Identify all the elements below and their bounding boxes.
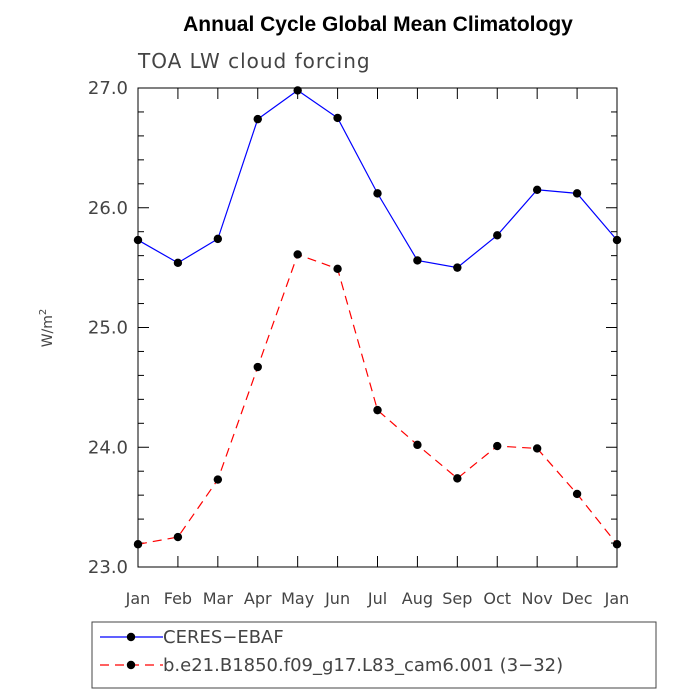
data-point: [213, 234, 223, 244]
data-point: [453, 263, 462, 272]
x-tick-label: Jan: [125, 589, 151, 608]
x-tick-label: Apr: [244, 589, 272, 608]
data-point: [532, 444, 542, 453]
data-point: [453, 474, 462, 483]
data-point: [333, 113, 342, 123]
legend-marker: [126, 632, 136, 642]
data-point: [493, 231, 502, 240]
axis-ticks: [137, 87, 618, 568]
y-tick-label: 24.0: [88, 437, 128, 458]
x-tick-label: Jun: [324, 589, 350, 608]
y-tick-label: 26.0: [88, 198, 128, 219]
series-layer: [133, 86, 622, 549]
chart-title: Annual Cycle Global Mean Climatology: [183, 13, 573, 36]
data-point: [373, 189, 382, 198]
series-0: [133, 86, 622, 272]
data-point: [173, 532, 183, 542]
x-tick-label: Nov: [522, 589, 553, 608]
y-tick-label: 27.0: [88, 78, 128, 99]
data-point: [213, 475, 223, 484]
series-line: [137, 89, 618, 269]
y-tick-labels: 23.0 24.0 25.0 26.0 27.0: [88, 78, 128, 578]
x-tick-label: Oct: [483, 589, 511, 608]
x-tick-label: Feb: [164, 589, 192, 608]
plot-frame: [137, 87, 618, 568]
data-point: [253, 114, 262, 124]
data-point: [293, 86, 302, 95]
y-axis-label: W/m2: [38, 309, 56, 348]
x-tick-label: Aug: [402, 589, 433, 608]
data-point: [413, 440, 422, 450]
x-tick-label: Mar: [203, 589, 234, 608]
data-point: [572, 189, 582, 198]
x-tick-label: Dec: [562, 589, 593, 608]
data-point: [293, 250, 302, 259]
x-tick-label: Sep: [442, 589, 472, 608]
series-line: [137, 253, 618, 545]
x-tick-label: May: [281, 589, 314, 608]
legend-box: [91, 621, 657, 689]
x-tick-label: Jul: [367, 589, 387, 608]
y-tick-label: 25.0: [88, 318, 128, 339]
data-point: [333, 264, 342, 274]
series-1: [133, 250, 622, 549]
chart-subtitle: TOA LW cloud forcing: [137, 49, 371, 73]
data-point: [532, 185, 542, 194]
data-point: [253, 362, 262, 372]
legend-marker: [126, 660, 136, 670]
legend-label: CERES−EBAF: [163, 627, 284, 648]
y-tick-label: 23.0: [88, 557, 128, 578]
data-point: [413, 256, 422, 265]
legend-label: b.e21.B1850.f09_g17.L83_cam6.001 (3−32): [163, 655, 563, 676]
data-point: [373, 405, 382, 415]
x-tick-labels: Jan Feb Mar Apr May Jun Jul Aug Sep Oct Nov Dec Jan: [125, 589, 630, 608]
data-point: [173, 258, 183, 268]
data-point: [572, 489, 582, 499]
legend: CERES−EBAF b.e21.B1850.f09_g17.L83_cam6.0…: [91, 621, 657, 689]
x-tick-label: Jan: [604, 589, 630, 608]
data-point: [493, 441, 502, 451]
